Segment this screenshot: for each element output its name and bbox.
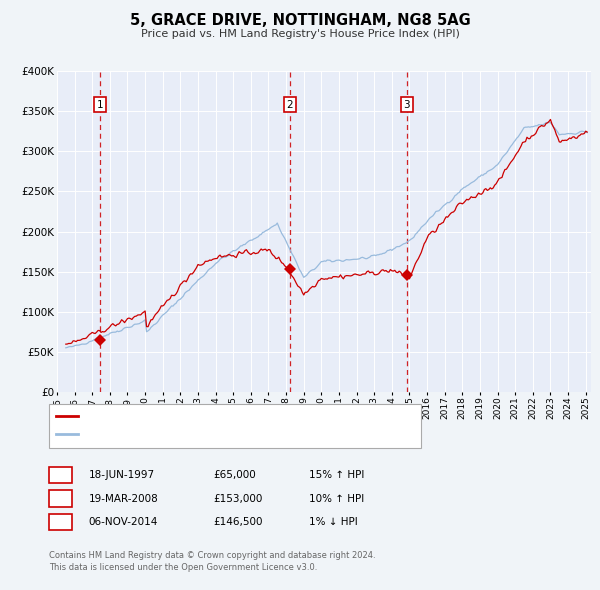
Text: 15% ↑ HPI: 15% ↑ HPI	[309, 470, 364, 480]
Text: 06-NOV-2014: 06-NOV-2014	[89, 517, 158, 527]
Text: 1: 1	[97, 100, 104, 110]
Text: £153,000: £153,000	[213, 494, 262, 503]
Text: Contains HM Land Registry data © Crown copyright and database right 2024.
This d: Contains HM Land Registry data © Crown c…	[49, 551, 376, 572]
Text: 18-JUN-1997: 18-JUN-1997	[89, 470, 155, 480]
Text: 1% ↓ HPI: 1% ↓ HPI	[309, 517, 358, 527]
Text: 2: 2	[57, 494, 64, 503]
Text: 3: 3	[57, 517, 64, 527]
Text: £146,500: £146,500	[213, 517, 263, 527]
Text: 3: 3	[404, 100, 410, 110]
Text: HPI: Average price, detached house, City of Nottingham: HPI: Average price, detached house, City…	[80, 430, 354, 439]
Text: £65,000: £65,000	[213, 470, 256, 480]
Text: 1: 1	[57, 470, 64, 480]
Text: Price paid vs. HM Land Registry's House Price Index (HPI): Price paid vs. HM Land Registry's House …	[140, 30, 460, 39]
Text: 5, GRACE DRIVE, NOTTINGHAM, NG8 5AG: 5, GRACE DRIVE, NOTTINGHAM, NG8 5AG	[130, 13, 470, 28]
Text: 2: 2	[287, 100, 293, 110]
Text: 19-MAR-2008: 19-MAR-2008	[89, 494, 158, 503]
Text: 10% ↑ HPI: 10% ↑ HPI	[309, 494, 364, 503]
Text: 5, GRACE DRIVE, NOTTINGHAM, NG8 5AG (detached house): 5, GRACE DRIVE, NOTTINGHAM, NG8 5AG (det…	[80, 411, 373, 421]
